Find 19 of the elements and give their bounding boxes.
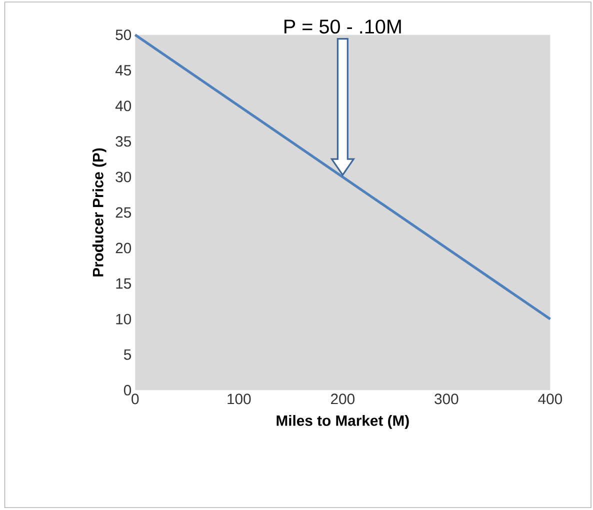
y-tick-label: 30	[116, 172, 132, 182]
x-tick-label: 0	[132, 394, 139, 404]
x-tick-label: 300	[434, 394, 458, 404]
text: P = 50 - .10M	[284, 20, 401, 34]
y-tick-label: 0	[124, 385, 132, 396]
x-tick-label: 100	[228, 394, 251, 404]
y-tick-label: 25	[116, 207, 132, 218]
y-tick-label: 20	[116, 242, 132, 254]
y-tick-label: 40	[115, 100, 132, 112]
y-tick-label: 50	[116, 30, 132, 40]
y-axis-title: Producer Price (P)	[92, 148, 106, 277]
y-tick-label: 10	[116, 314, 132, 325]
x-axis-title: Miles to Market (M)	[276, 415, 409, 430]
x-tick-label: 200	[331, 394, 354, 404]
y-tick-label: 15	[116, 278, 132, 289]
x-tick-label: 400	[538, 394, 562, 404]
y-tick-label: 5	[124, 350, 132, 360]
y-tick-label: 45	[115, 65, 132, 76]
y-tick-label: 35	[116, 136, 132, 147]
